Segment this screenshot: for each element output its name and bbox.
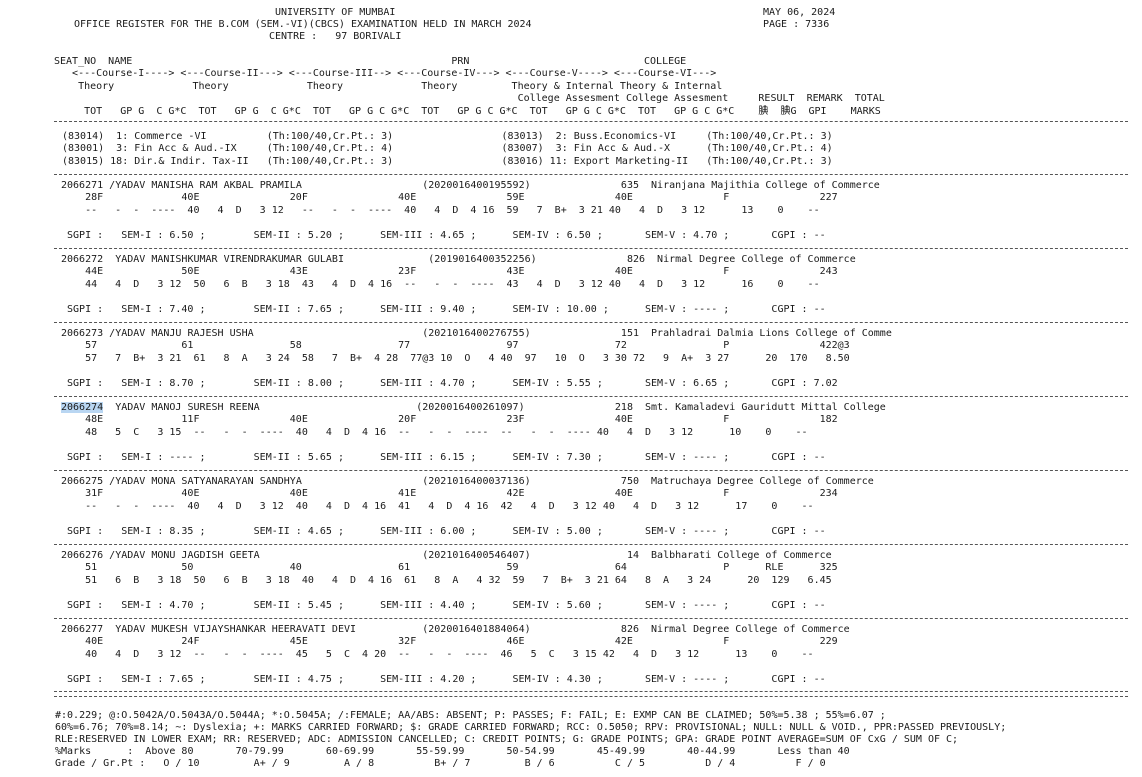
grade-scale-points: Grade / Gr.Pt : O / 10 A+ / 9 A / 8 B+ /…: [55, 758, 826, 770]
seat-number[interactable]: 2066271: [61, 180, 104, 191]
divider: [54, 396, 1128, 397]
column-header-line: College Assesment College Assesment RESU…: [54, 93, 885, 105]
seat-number[interactable]: 2066272: [61, 254, 104, 265]
report-date: MAY 06, 2024: [763, 7, 836, 18]
marks-line: 51 50 40 61 59 64 P RLE 325: [61, 562, 838, 574]
grades-line: -- - - ---- 40 4 D 3 12 -- - - ---- 40 4…: [61, 204, 820, 216]
grades-line: 40 4 D 3 12 -- - - ---- 45 5 C 4 20 -- -…: [61, 648, 814, 660]
column-header-line: SEAT_NO NAME PRN COLLEGE: [54, 56, 687, 67]
register-title: OFFICE REGISTER FOR THE B.COM (SEM.-VI)(…: [74, 19, 532, 30]
seat-number[interactable]: 2066275: [61, 476, 104, 487]
sgpi-line: SGPI : SEM-I : 8.70 ; SEM-II : 8.00 ; SE…: [61, 378, 838, 389]
student-info: YADAV MUKESH VIJAYSHANKAR HEERAVATI DEVI…: [103, 624, 850, 635]
sgpi-line: SGPI : SEM-I : 7.65 ; SEM-II : 4.75 ; SE…: [61, 674, 826, 685]
column-header-line: <---Course-I----> <---Course-II---> <---…: [54, 68, 717, 80]
seat-number[interactable]: 2066274: [61, 402, 104, 413]
centre: CENTRE : 97 BORIVALI: [269, 31, 402, 42]
student-info: /YADAV MANJU RAJESH USHA (20210164002767…: [103, 328, 892, 339]
divider: [54, 691, 1128, 692]
sgpi-line: SGPI : SEM-I : ---- ; SEM-II : 5.65 ; SE…: [61, 452, 826, 463]
column-header-line: TOT GP G C G*C TOT GP G C G*C TOT GP G C…: [54, 105, 881, 117]
marks-line: 44E 50E 43E 23F 43E 40E F 243: [61, 266, 838, 278]
student-info: /YADAV MANISHA RAM AKBAL PRAMILA (202001…: [103, 180, 880, 191]
seat-number[interactable]: 2066277: [61, 624, 104, 635]
divider: [54, 121, 1128, 122]
sgpi-line: SGPI : SEM-I : 7.40 ; SEM-II : 7.65 ; SE…: [61, 304, 826, 315]
legend-line: 60%=6.76; 70%=8.14; ~: Dyslexia; +: MARK…: [55, 722, 1007, 734]
page-number: PAGE : 7336: [763, 19, 830, 30]
marks-line: 40E 24F 45E 32F 46E 42E F 229: [61, 636, 838, 648]
student-info: YADAV MANOJ SURESH REENA (20200164002610…: [103, 402, 886, 413]
grades-line: 44 4 D 3 12 50 6 B 3 18 43 4 D 4 16 -- -…: [61, 278, 820, 290]
divider: [54, 696, 1128, 697]
divider: [54, 322, 1128, 323]
divider: [54, 470, 1128, 471]
course-line: (83015) 18: Dir.& Indir. Tax-II (Th:100/…: [62, 155, 833, 167]
legend-line: RLE:RESERVED IN LOWER EXAM; RR: RESERVED…: [55, 734, 959, 746]
marks-line: 28F 40E 20F 40E 59E 40E F 227: [61, 192, 838, 204]
grades-line: 57 7 B+ 3 21 61 8 A 3 24 58 7 B+ 4 28 77…: [61, 352, 850, 364]
marks-line: 57 61 58 77 97 72 P 422@3: [61, 340, 850, 352]
grades-line: 51 6 B 3 18 50 6 B 3 18 40 4 D 4 16 61 8…: [61, 574, 832, 586]
divider: [54, 544, 1128, 545]
grades-line: -- - - ---- 40 4 D 3 12 40 4 D 4 16 41 4…: [61, 500, 814, 512]
student-info: /YADAV MONU JAGDISH GEETA (2021016400546…: [103, 550, 832, 561]
legend-line: #:0.229; @:O.5042A/O.5043A/O.5044A; *:O.…: [55, 710, 886, 721]
column-header-line: Theory Theory Theory Theory Theory & Int…: [54, 80, 723, 92]
grades-line: 48 5 C 3 15 -- - - ---- 40 4 D 4 16 -- -…: [61, 426, 808, 438]
student-info: /YADAV MONA SATYANARAYAN SANDHYA (202101…: [103, 476, 874, 487]
marks-line: 48E 11F 40E 20F 23F 40E F 182: [61, 414, 838, 426]
sgpi-line: SGPI : SEM-I : 4.70 ; SEM-II : 5.45 ; SE…: [61, 600, 826, 611]
marks-line: 31F 40E 40E 41E 42E 40E F 234: [61, 488, 838, 500]
university-title: UNIVERSITY OF MUMBAI: [275, 7, 396, 18]
grade-scale-marks: %Marks : Above 80 70-79.99 60-69.99 55-5…: [55, 746, 850, 758]
divider: [54, 174, 1128, 175]
course-line: (83014) 1: Commerce -VI (Th:100/40,Cr.Pt…: [62, 131, 833, 142]
divider: [54, 248, 1128, 249]
seat-number[interactable]: 2066273: [61, 328, 104, 339]
student-info: YADAV MANISHKUMAR VIRENDRAKUMAR GULABI (…: [103, 254, 856, 265]
divider: [54, 618, 1128, 619]
sgpi-line: SGPI : SEM-I : 8.35 ; SEM-II : 4.65 ; SE…: [61, 526, 826, 537]
seat-number[interactable]: 2066276: [61, 550, 104, 561]
course-line: (83001) 3: Fin Acc & Aud.-IX (Th:100/40,…: [62, 143, 833, 155]
sgpi-line: SGPI : SEM-I : 6.50 ; SEM-II : 5.20 ; SE…: [61, 230, 826, 241]
